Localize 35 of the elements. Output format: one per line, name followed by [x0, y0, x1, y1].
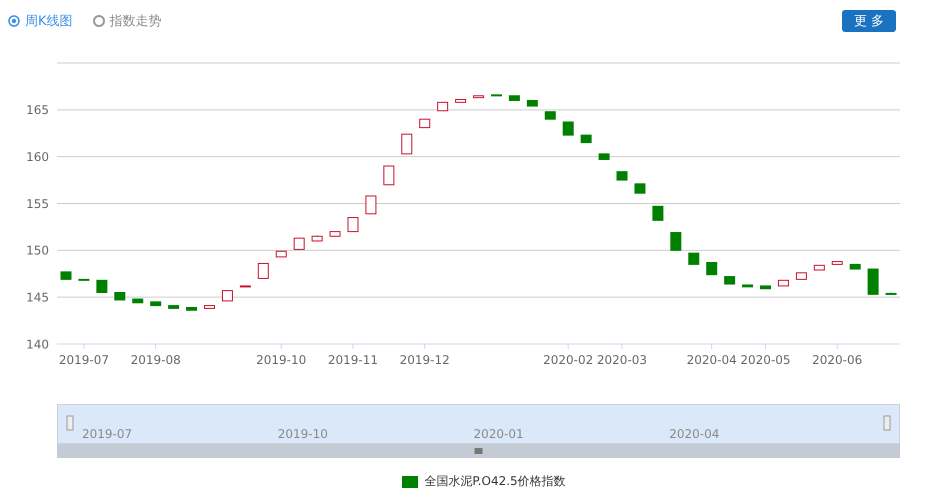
candlestick	[294, 238, 305, 250]
text: 更 多	[842, 10, 896, 32]
x-tick-label: 2019-08	[130, 353, 181, 367]
x-tick-label: 2020-06	[812, 353, 862, 367]
x-tick-label: 2020-03	[596, 353, 648, 367]
y-tick-label: 155	[26, 196, 49, 211]
y-tick-label: 150	[26, 244, 49, 258]
candlestick	[96, 280, 108, 293]
x-tick-label: 2020-05	[740, 353, 791, 367]
text: 指数走势	[110, 13, 162, 30]
range-slider: 2019-07 2019-10 2020-01 2020-04	[57, 404, 900, 460]
x-tick-label: 2020-02	[543, 353, 594, 367]
x-tick-label: 2019-11	[328, 353, 378, 367]
y-tick-label: 145	[26, 290, 49, 304]
candlestick	[706, 262, 718, 276]
legend-label: 全国水泥P.O42.5价格指数	[424, 473, 566, 490]
candlestick	[383, 166, 394, 186]
x-tick-label: 2019-07	[58, 353, 109, 367]
y-tick-label: 140	[26, 337, 49, 352]
candlestick	[634, 183, 646, 194]
candlestick	[222, 290, 233, 302]
y-tick-label: 165	[26, 103, 49, 118]
candlestick	[347, 217, 358, 232]
x-tick-label: 2019-10	[256, 353, 306, 367]
candlestick	[652, 206, 664, 221]
candlestick	[688, 252, 700, 265]
candlestick	[258, 262, 269, 279]
text: 周K线图	[25, 13, 73, 30]
candlestick	[670, 232, 682, 251]
candlestick	[365, 196, 376, 214]
y-tick-label: 160	[26, 150, 49, 164]
candlestick	[401, 134, 412, 154]
x-tick-label: 2020-04	[686, 353, 737, 367]
candlestick	[562, 122, 574, 136]
x-tick-label: 2019-12	[400, 353, 450, 367]
